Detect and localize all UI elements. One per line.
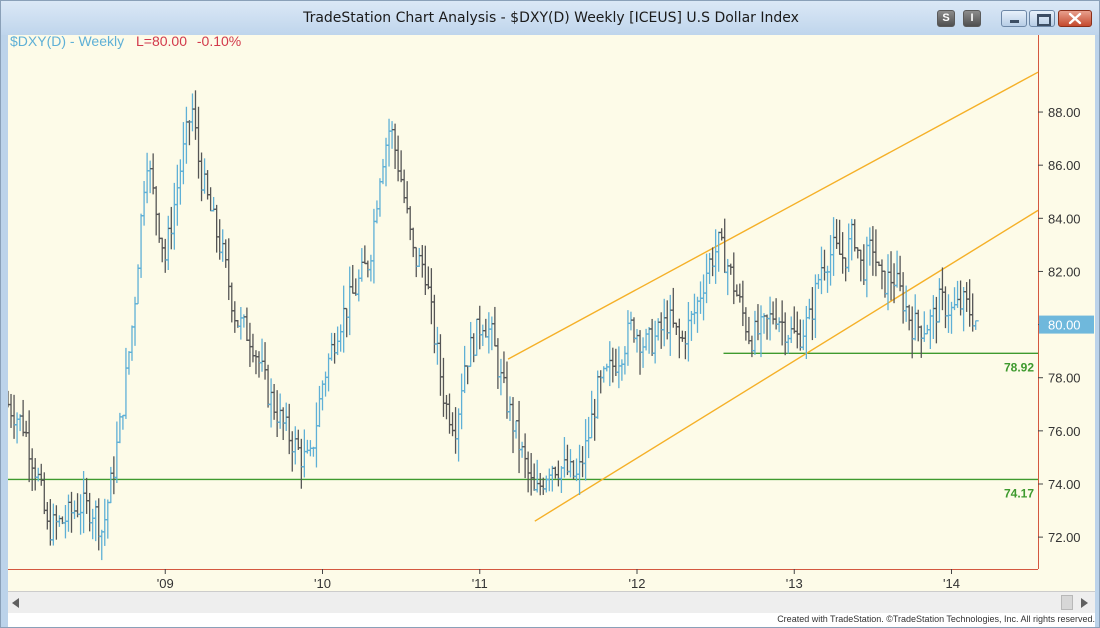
copyright-note: Created with TradeStation. ©TradeStation… — [777, 614, 1095, 624]
x-tick-label: '09 — [157, 576, 174, 591]
last-price-label: 80.00 — [1048, 318, 1081, 333]
x-tick-label: '13 — [786, 576, 803, 591]
s-button[interactable]: S — [937, 10, 955, 27]
y-tick-label: 78.00 — [1048, 371, 1081, 386]
legend-change: -0.10% — [196, 33, 242, 49]
maximize-icon[interactable] — [1029, 10, 1055, 27]
scroll-left-icon[interactable] — [12, 598, 19, 608]
support-label: 78.92 — [1004, 360, 1034, 374]
support-label: 74.17 — [1004, 486, 1034, 500]
title-bar[interactable]: TradeStation Chart Analysis - $DXY(D) We… — [1, 1, 1099, 35]
channel-line-lower — [534, 209, 1039, 522]
last-price-tag — [1039, 315, 1094, 334]
y-tick-label: 76.00 — [1048, 424, 1081, 439]
footer: Created with TradeStation. ©TradeStation… — [8, 613, 1095, 627]
plot-background — [8, 35, 1095, 591]
i-button[interactable]: I — [963, 10, 981, 27]
minimize-icon[interactable] — [1001, 10, 1027, 27]
scroll-right-icon[interactable] — [1081, 598, 1088, 608]
y-tick-label: 88.00 — [1048, 105, 1081, 120]
channel-line-upper — [507, 71, 1039, 360]
legend-symbol: $DXY(D) - Weekly — [10, 33, 125, 49]
close-icon[interactable] — [1058, 10, 1092, 27]
y-tick-label: 74.00 — [1048, 477, 1081, 492]
x-tick-label: '10 — [314, 576, 331, 591]
chart-area[interactable]: 72.00 74.00 76.00 78.00 80.00 82.00 84.00 86.00… — [8, 33, 1095, 591]
legend-last-price: L=80.00 — [135, 33, 187, 49]
x-tick-label: '12 — [629, 576, 646, 591]
price-bars — [8, 90, 979, 561]
chart-legend: $DXY(D) - Weekly L=80.00 -0.10% — [10, 33, 241, 49]
scrollbar-thumb[interactable] — [1061, 595, 1073, 610]
y-tick-label: 72.00 — [1048, 530, 1081, 545]
y-tick-label: 84.00 — [1048, 211, 1081, 226]
price-bar — [972, 320, 979, 330]
window-title: TradeStation Chart Analysis - $DXY(D) We… — [303, 10, 799, 26]
x-tick-label: '14 — [943, 576, 960, 591]
horizontal-scrollbar[interactable] — [8, 591, 1095, 614]
y-tick-label: 82.00 — [1048, 264, 1081, 279]
x-tick-label: '11 — [472, 576, 488, 591]
price-chart[interactable]: 72.00 74.00 76.00 78.00 80.00 82.00 84.00 86.00… — [8, 35, 1095, 591]
y-tick-label: 86.00 — [1048, 158, 1081, 173]
